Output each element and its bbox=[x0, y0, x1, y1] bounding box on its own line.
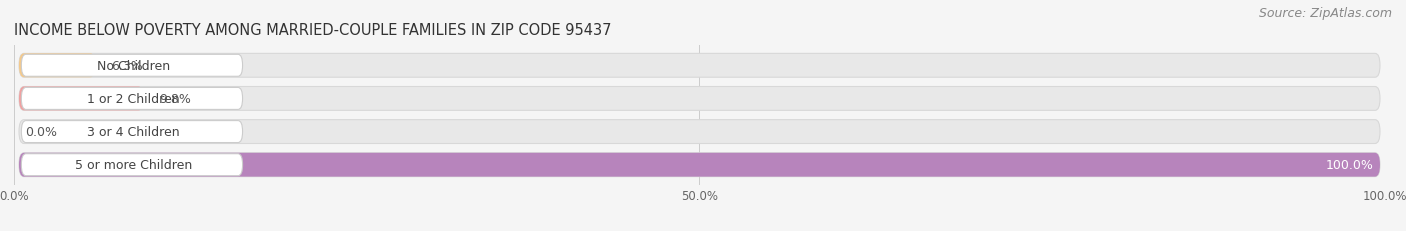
FancyBboxPatch shape bbox=[21, 88, 243, 110]
Text: 100.0%: 100.0% bbox=[1326, 158, 1374, 171]
Text: INCOME BELOW POVERTY AMONG MARRIED-COUPLE FAMILIES IN ZIP CODE 95437: INCOME BELOW POVERTY AMONG MARRIED-COUPL… bbox=[14, 23, 612, 38]
FancyBboxPatch shape bbox=[20, 153, 1379, 177]
Text: 9.8%: 9.8% bbox=[159, 93, 191, 106]
FancyBboxPatch shape bbox=[20, 153, 1379, 177]
Text: No Children: No Children bbox=[97, 60, 170, 73]
Text: Source: ZipAtlas.com: Source: ZipAtlas.com bbox=[1258, 7, 1392, 20]
FancyBboxPatch shape bbox=[20, 54, 1379, 78]
FancyBboxPatch shape bbox=[21, 154, 243, 176]
Text: 0.0%: 0.0% bbox=[25, 125, 58, 138]
FancyBboxPatch shape bbox=[21, 55, 243, 77]
Text: 5 or more Children: 5 or more Children bbox=[75, 158, 193, 171]
FancyBboxPatch shape bbox=[21, 121, 243, 143]
FancyBboxPatch shape bbox=[20, 54, 96, 78]
FancyBboxPatch shape bbox=[20, 87, 1379, 111]
Text: 3 or 4 Children: 3 or 4 Children bbox=[87, 125, 180, 138]
FancyBboxPatch shape bbox=[20, 120, 1379, 144]
FancyBboxPatch shape bbox=[20, 87, 143, 111]
Text: 1 or 2 Children: 1 or 2 Children bbox=[87, 93, 180, 106]
Text: 6.3%: 6.3% bbox=[111, 60, 143, 73]
